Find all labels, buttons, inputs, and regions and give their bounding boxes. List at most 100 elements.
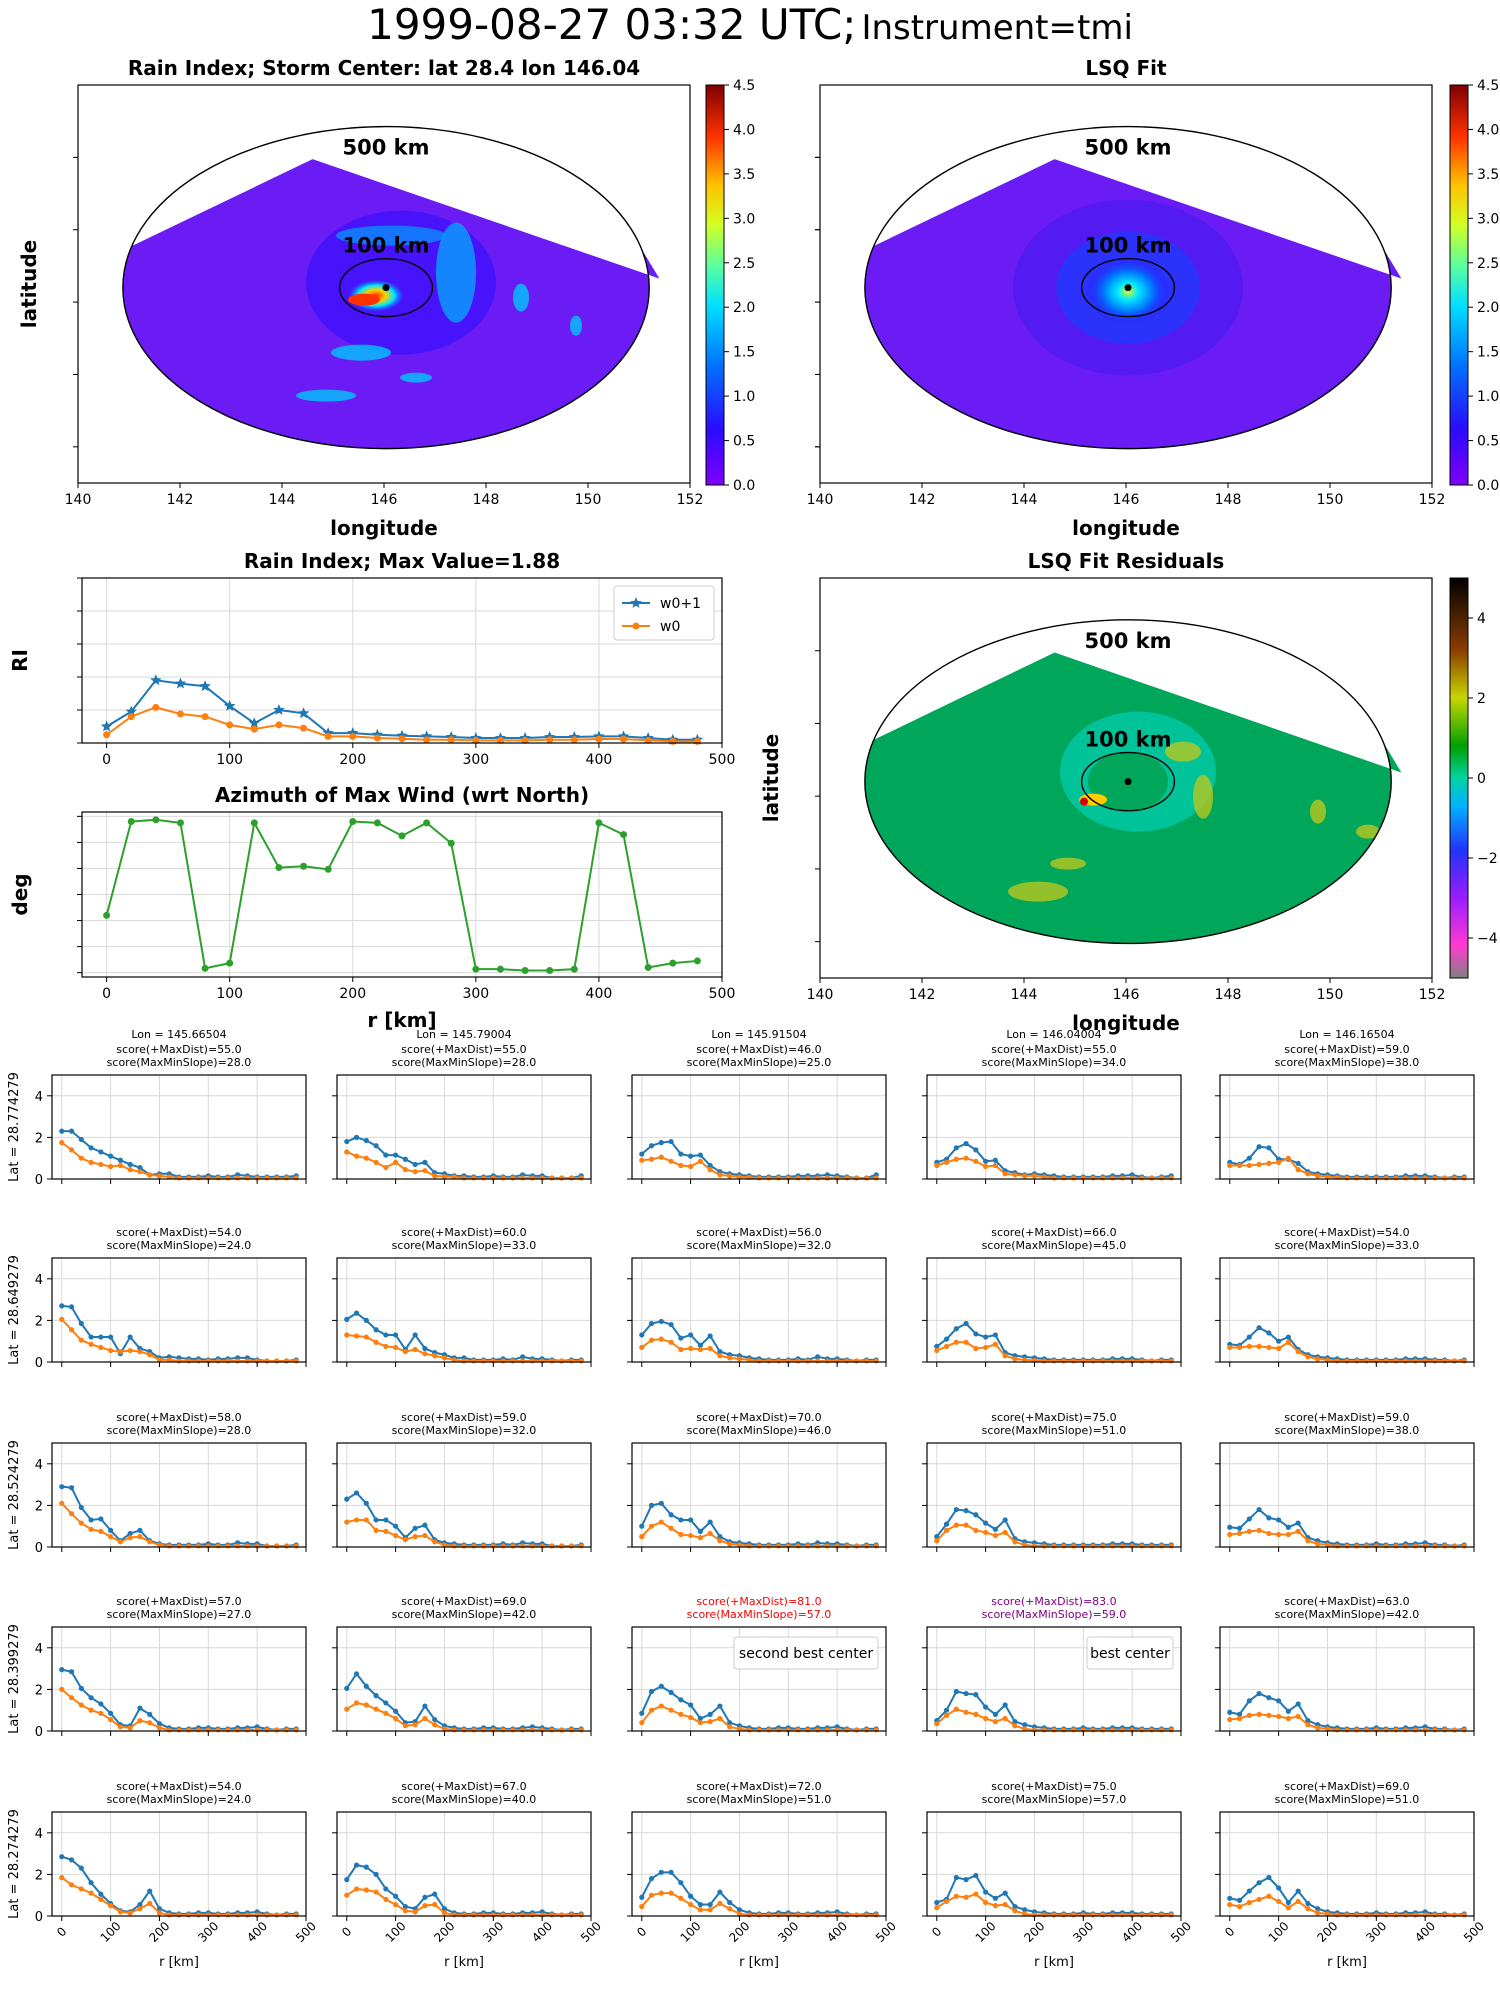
data-point xyxy=(668,1689,674,1696)
grid-panel: 0 100 200 300 400 500 score(+MaxDist)=69.0scor… xyxy=(1215,1780,1487,1970)
data-point xyxy=(775,1543,782,1549)
data-point xyxy=(953,1893,959,1899)
data-point xyxy=(344,1149,350,1155)
score-maxminslope: score(MaxMinSlope)=42.0 xyxy=(1275,1608,1420,1621)
data-point xyxy=(264,1358,270,1364)
data-point xyxy=(1227,1716,1233,1723)
data-point xyxy=(1305,1354,1311,1360)
data-point xyxy=(953,1706,959,1712)
data-point xyxy=(480,1543,487,1549)
data-point xyxy=(108,1334,114,1340)
data-point xyxy=(549,1912,555,1918)
data-point xyxy=(59,1874,65,1881)
data-point xyxy=(688,1517,694,1523)
data-point xyxy=(127,1334,133,1340)
series-line xyxy=(345,1672,582,1731)
data-point xyxy=(383,1710,389,1716)
data-point xyxy=(471,1543,477,1549)
score-maxminslope: score(MaxMinSlope)=38.0 xyxy=(1275,1424,1420,1437)
data-point xyxy=(983,1704,989,1710)
data-point xyxy=(108,1527,114,1533)
data-point xyxy=(943,1521,950,1527)
data-point xyxy=(815,1358,821,1364)
data-point xyxy=(992,1526,998,1532)
data-point xyxy=(1315,1906,1321,1912)
score-maxminslope: score(MaxMinSlope)=42.0 xyxy=(392,1608,537,1621)
data-point xyxy=(373,1517,379,1523)
data-point xyxy=(344,1138,350,1145)
data-point xyxy=(373,819,381,827)
data-point xyxy=(668,1525,674,1531)
data-point xyxy=(78,1337,84,1343)
data-point xyxy=(668,1321,674,1328)
data-point xyxy=(756,1358,762,1364)
data-point-star xyxy=(248,717,261,729)
data-point xyxy=(225,1727,231,1733)
series-line xyxy=(346,1518,582,1547)
score-maxminslope: score(MaxMinSlope)=38.0 xyxy=(1275,1056,1420,1069)
data-point xyxy=(226,959,234,967)
data-point xyxy=(156,1725,163,1731)
data-point xyxy=(1324,1174,1331,1180)
data-point xyxy=(549,1727,555,1733)
data-point xyxy=(546,736,554,744)
score-maxdist: score(+MaxDist)=63.0 xyxy=(1284,1595,1409,1608)
data-point xyxy=(127,1347,133,1354)
x-tick-label: 0 xyxy=(102,986,111,1002)
data-point xyxy=(973,1345,979,1352)
x-tick-label: 400 xyxy=(1119,1919,1145,1945)
data-point xyxy=(127,1910,133,1916)
data-point xyxy=(225,1358,231,1364)
data-point xyxy=(235,1912,241,1918)
score-maxdist: score(+MaxDist)=75.0 xyxy=(991,1411,1116,1424)
data-point xyxy=(147,1900,153,1907)
residual-map: 500 km 100 km 140 142 144 146 148 150 152 LSQ Fit… xyxy=(759,549,1498,1035)
data-point xyxy=(363,1887,369,1893)
data-point xyxy=(235,1358,241,1364)
data-point xyxy=(500,1543,506,1549)
data-point xyxy=(934,1538,940,1544)
data-point xyxy=(1285,1715,1291,1722)
data-point xyxy=(844,1175,850,1181)
data-point xyxy=(1100,1175,1106,1181)
data-point xyxy=(98,1516,104,1522)
data-point xyxy=(1090,1727,1096,1733)
data-point xyxy=(422,1159,428,1165)
data-point xyxy=(697,1152,703,1158)
data-point xyxy=(59,1667,65,1673)
data-point xyxy=(717,1703,723,1709)
x-tick-label: 0 xyxy=(102,752,111,768)
data-point-star xyxy=(223,700,236,711)
storm-center-marker xyxy=(1124,284,1132,292)
score-maxminslope: score(MaxMinSlope)=34.0 xyxy=(982,1056,1127,1069)
data-point xyxy=(274,1543,280,1549)
x-tick-label: 400 xyxy=(824,1919,850,1945)
lsq-fit-map: 500 km 100 km 140 142 144 146 148 150 152 LSQ Fit… xyxy=(807,56,1500,540)
data-point xyxy=(344,1332,350,1338)
data-point xyxy=(854,1358,860,1364)
data-point xyxy=(678,1531,684,1538)
data-point xyxy=(824,1727,830,1733)
data-point xyxy=(983,1163,989,1170)
x-tick-label: 148 xyxy=(1215,492,1242,508)
data-point xyxy=(1090,1543,1096,1549)
data-point xyxy=(353,1700,360,1706)
data-point xyxy=(824,1358,830,1364)
data-point xyxy=(274,1358,280,1364)
data-point xyxy=(59,1854,65,1860)
data-point xyxy=(344,1519,350,1525)
data-point xyxy=(363,1864,369,1870)
data-point-star xyxy=(125,705,137,717)
score-maxdist: score(+MaxDist)=54.0 xyxy=(116,1226,241,1239)
axes-frame xyxy=(51,1257,307,1363)
data-point xyxy=(1002,1715,1008,1722)
score-maxdist: score(+MaxDist)=56.0 xyxy=(696,1226,821,1239)
x-axis-label: r [km] xyxy=(444,1955,484,1970)
data-point xyxy=(412,1169,418,1175)
data-point xyxy=(1451,1543,1458,1549)
data-point xyxy=(98,1701,104,1707)
data-point xyxy=(103,911,111,919)
data-point xyxy=(108,1710,114,1716)
data-point xyxy=(349,818,357,826)
data-point xyxy=(648,1156,655,1162)
